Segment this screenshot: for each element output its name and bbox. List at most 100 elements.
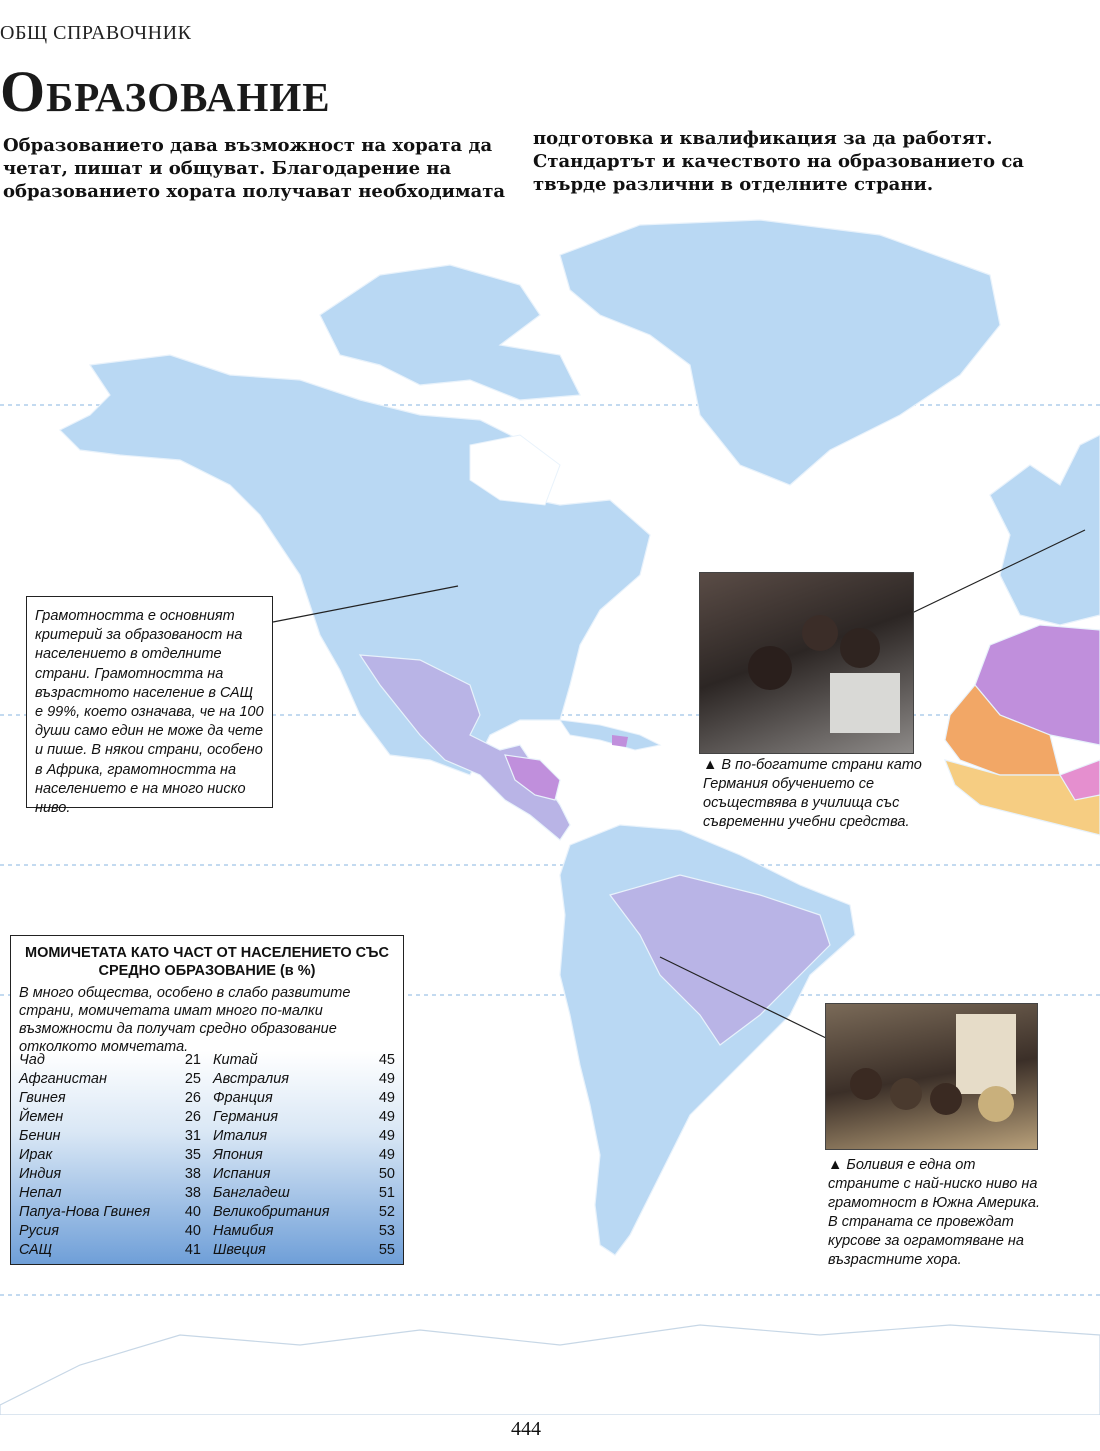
stat-value: 40 [184,1223,201,1239]
stat-country: Ирак [19,1147,53,1163]
stat-country: Япония [213,1147,263,1163]
stat-row: Намибия 53 [213,1222,395,1241]
stat-country: Франция [213,1090,273,1106]
literacy-info-text: Грамотността е основният критерий за обр… [35,608,264,817]
section-label: ОБЩ СПРАВОЧНИК [0,22,192,44]
stat-country: Непал [19,1185,62,1201]
stat-value: 31 [184,1128,201,1144]
stat-value: 21 [184,1052,201,1068]
central-america-low [504,754,561,801]
stat-row: Италия 49 [213,1127,395,1146]
caption-bolivia-text: Боливия е една от страните с най-ниско н… [828,1157,1040,1268]
stat-value: 45 [378,1052,395,1068]
stat-row: Ирак 35 [19,1146,201,1165]
stat-value: 35 [184,1147,201,1163]
stat-row: Япония 49 [213,1146,395,1165]
europe [989,434,1100,626]
stat-value: 26 [184,1090,201,1106]
caribbean-islands [558,719,662,751]
stats-column-left: Чад 21 Афганистан 25 Гвинея 26 Йемен 26 Бенин 31 И… [19,1051,201,1260]
stat-row: Франция 49 [213,1089,395,1108]
hudson-bay [469,434,561,506]
stat-row: Индия 38 [19,1165,201,1184]
stat-value: 49 [378,1090,395,1106]
stat-value: 49 [378,1128,395,1144]
stat-value: 50 [378,1166,395,1182]
stat-country: САЩ [19,1242,53,1258]
stat-row: Великобритания 52 [213,1203,395,1222]
stat-value: 38 [184,1166,201,1182]
stat-value: 26 [184,1109,201,1125]
caption-germany-text: В по-богатите страни като Германия обуче… [703,757,922,830]
haiti [612,735,628,747]
stat-value: 41 [184,1242,201,1258]
literacy-info-box: Грамотността е основният критерий за обр… [26,596,273,816]
stat-value: 49 [378,1109,395,1125]
page-title: Образование [0,59,331,124]
stat-country: Китай [213,1052,258,1068]
stat-country: Швеция [213,1242,266,1258]
stat-country: Италия [213,1128,268,1144]
stat-value: 53 [378,1223,395,1239]
stat-row: Бангладеш 51 [213,1184,395,1203]
stat-value: 49 [378,1071,395,1087]
africa-pink [1059,759,1100,801]
photo-germany-classroom [699,572,914,754]
stat-country: Папуа-Нова Гвинея [19,1204,151,1220]
stat-value: 40 [184,1204,201,1220]
photo-bolivia-class [825,1003,1038,1150]
stat-row: Афганистан 25 [19,1070,201,1089]
stat-row: Германия 49 [213,1108,395,1127]
caption-germany: ▲ В по-богатите страни като Германия обу… [703,756,923,832]
intro-text-left: Образованието дава възможност на хората … [3,135,506,202]
girls-education-stats-box: МОМИЧЕТАТА КАТО ЧАСТ ОТ НАСЕЛЕНИЕТО СЪС … [10,935,404,1265]
stats-title: МОМИЧЕТАТА КАТО ЧАСТ ОТ НАСЕЛЕНИЕТО СЪС … [24,945,389,979]
stat-value: 55 [378,1242,395,1258]
stat-row: Гвинея 26 [19,1089,201,1108]
antarctica [0,1324,1100,1415]
stat-country: Бенин [19,1128,61,1144]
leader-lines [272,529,1086,1039]
south-america-interior [608,874,831,1046]
stat-value: 38 [184,1185,201,1201]
stat-value: 51 [378,1185,395,1201]
stat-country: Испания [213,1166,271,1182]
triangle-up-icon: ▲ [703,757,718,773]
page-number: 444 [511,1418,541,1440]
stats-intro: В много общества, особено в слабо развит… [19,985,351,1055]
bolivia-photo-placeholder [850,1014,1016,1122]
stat-country: Германия [213,1109,279,1125]
mexico-central-america [358,654,571,841]
stat-row: Папуа-Нова Гвинея 40 [19,1203,201,1222]
classroom-photo-placeholder [748,615,900,733]
stat-row: Йемен 26 [19,1108,201,1127]
triangle-up-icon: ▲ [828,1157,843,1173]
stat-country: Австралия [213,1071,290,1087]
stats-column-right: Китай 45 Австралия 49 Франция 49 Германия 49 Ита… [213,1051,395,1260]
world-map [0,219,1100,1415]
stat-country: Бангладеш [213,1185,290,1201]
stat-row: Непал 38 [19,1184,201,1203]
stat-row: САЩ 41 [19,1241,201,1260]
africa-west-yellow [943,759,1100,836]
stat-value: 52 [378,1204,395,1220]
stat-row: Испания 50 [213,1165,395,1184]
stat-row: Чад 21 [19,1051,201,1070]
stat-row: Русия 40 [19,1222,201,1241]
arctic-islands [319,264,581,401]
stat-country: Индия [19,1166,62,1182]
stat-country: Намибия [213,1223,274,1239]
stat-country: Чад [19,1052,45,1068]
stat-country: Великобритания [213,1204,330,1220]
stat-country: Гвинея [19,1090,66,1106]
stat-row: Австралия 49 [213,1070,395,1089]
stat-value: 25 [184,1071,201,1087]
stat-country: Йемен [19,1109,64,1125]
stat-row: Китай 45 [213,1051,395,1070]
stat-country: Русия [19,1223,59,1239]
intro-text-right: подготовка и квалификация за да работят.… [533,128,1024,195]
stat-value: 49 [378,1147,395,1163]
caption-bolivia: ▲ Боливия е една от страните с най-ниско… [828,1156,1048,1270]
stat-country: Афганистан [19,1071,107,1087]
stat-row: Бенин 31 [19,1127,201,1146]
